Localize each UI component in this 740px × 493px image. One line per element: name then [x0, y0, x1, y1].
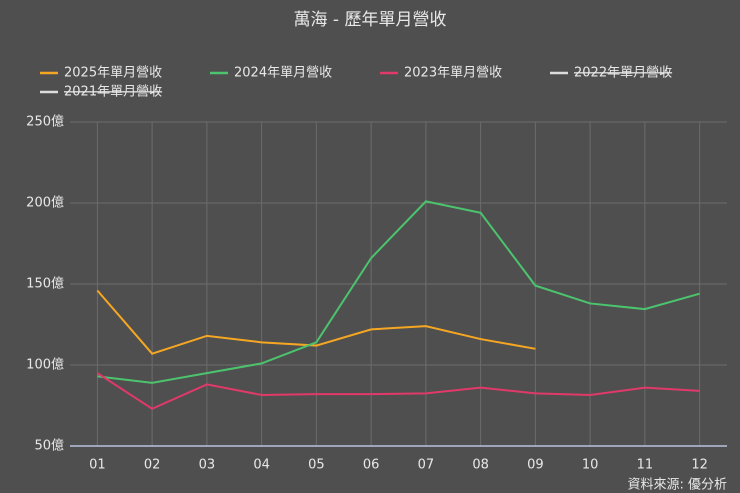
- x-tick-label: 09: [527, 458, 544, 473]
- series-line: [97, 200, 700, 384]
- source-note: 資料來源: 優分析: [627, 478, 727, 493]
- x-tick-label: 11: [637, 458, 654, 473]
- x-tick-label: 12: [691, 458, 708, 473]
- x-tick-label: 04: [253, 458, 270, 473]
- legend-label[interactable]: 2023年單月營收: [404, 66, 502, 81]
- x-tick-label: 05: [308, 458, 325, 473]
- x-tick-label: 10: [582, 458, 599, 473]
- x-tick-label: 03: [199, 458, 216, 473]
- x-tick-label: 07: [418, 458, 435, 473]
- y-tick-label: 250億: [26, 114, 64, 130]
- y-tick-label: 200億: [26, 195, 64, 211]
- x-tick-label: 02: [144, 458, 161, 473]
- legend-label[interactable]: 2025年單月營收: [64, 66, 162, 81]
- legend-label[interactable]: 2021年單月營收: [64, 85, 162, 100]
- legend-label[interactable]: 2024年單月營收: [234, 66, 332, 81]
- x-tick-label: 08: [472, 458, 489, 473]
- series-line: [96, 289, 536, 355]
- series-line: [96, 372, 700, 410]
- legend-label[interactable]: 2022年單月營收: [574, 66, 672, 81]
- y-tick-label: 50億: [34, 438, 64, 454]
- x-tick-label: 01: [89, 458, 106, 473]
- y-tick-label: 100億: [26, 357, 64, 373]
- y-tick-label: 150億: [26, 276, 64, 292]
- x-tick-label: 06: [363, 458, 380, 473]
- chart-title: 萬海 - 歷年單月營收: [294, 10, 447, 30]
